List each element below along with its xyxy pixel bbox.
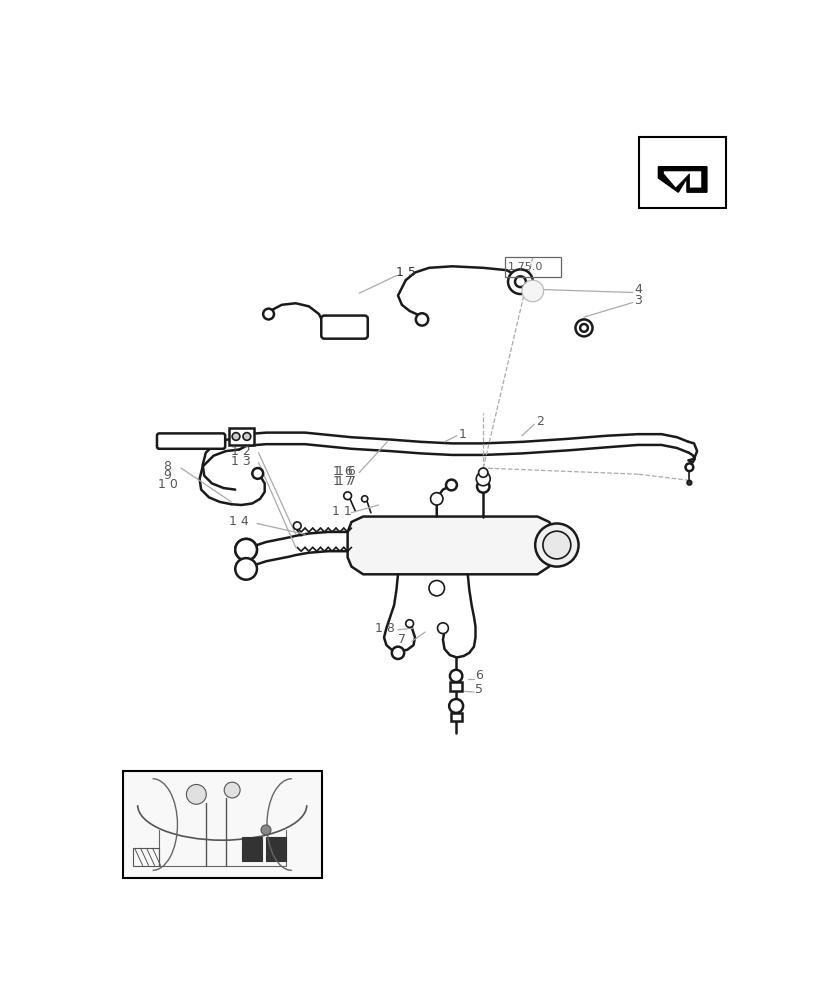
Circle shape [508,269,533,294]
Circle shape [580,324,587,332]
Circle shape [293,522,301,530]
Text: 4: 4 [633,283,642,296]
Circle shape [575,319,592,336]
Circle shape [252,468,263,479]
Bar [265,837,285,861]
Circle shape [476,472,490,486]
Text: 1 5: 1 5 [396,266,416,279]
Polygon shape [347,517,557,574]
Circle shape [235,558,256,580]
Circle shape [476,480,489,493]
Circle shape [428,580,444,596]
Text: 1 7: 1 7 [336,475,356,488]
Text: 1 6: 1 6 [336,465,356,478]
Bar [241,837,261,861]
Text: 1 3: 1 3 [231,455,251,468]
FancyBboxPatch shape [157,433,225,449]
Circle shape [514,276,525,287]
Text: 7: 7 [398,633,405,646]
Circle shape [224,782,240,798]
Bar [229,428,254,445]
Circle shape [186,784,206,804]
Circle shape [235,539,256,560]
FancyBboxPatch shape [321,316,367,339]
Text: 1 7: 1 7 [332,475,352,488]
Polygon shape [662,171,700,188]
Text: 6: 6 [475,669,483,682]
Bar [132,848,158,866]
Text: 9: 9 [163,469,171,482]
Bar [450,713,461,721]
Circle shape [446,480,457,490]
Circle shape [405,620,413,627]
Text: 5: 5 [475,683,483,696]
Circle shape [448,699,462,713]
Text: 1 4: 1 4 [229,515,248,528]
Bar [449,682,461,691]
Bar [122,771,322,878]
Text: 1 6: 1 6 [332,465,352,478]
Circle shape [430,493,442,505]
Circle shape [232,433,240,440]
Circle shape [415,313,428,326]
Circle shape [686,480,691,485]
Text: 1 8: 1 8 [375,622,394,635]
Circle shape [343,492,351,500]
Circle shape [521,280,543,302]
Circle shape [449,670,461,682]
Circle shape [685,463,692,471]
Text: 1 0: 1 0 [158,478,178,491]
Text: 2: 2 [535,415,543,428]
Text: 1: 1 [458,428,466,441]
Circle shape [478,468,487,477]
Text: 3: 3 [633,294,642,307]
Circle shape [261,825,270,835]
Circle shape [543,531,570,559]
Text: 1.75.0: 1.75.0 [507,262,543,272]
Bar [638,137,725,208]
Text: 8: 8 [163,460,171,473]
Circle shape [361,496,367,502]
Polygon shape [657,167,706,192]
Bar [504,257,561,277]
Circle shape [391,647,404,659]
Circle shape [437,623,448,634]
Circle shape [263,309,274,319]
Circle shape [534,523,578,567]
Text: 1 1: 1 1 [332,505,351,518]
Circle shape [242,433,251,440]
Text: 1 2: 1 2 [231,445,251,458]
